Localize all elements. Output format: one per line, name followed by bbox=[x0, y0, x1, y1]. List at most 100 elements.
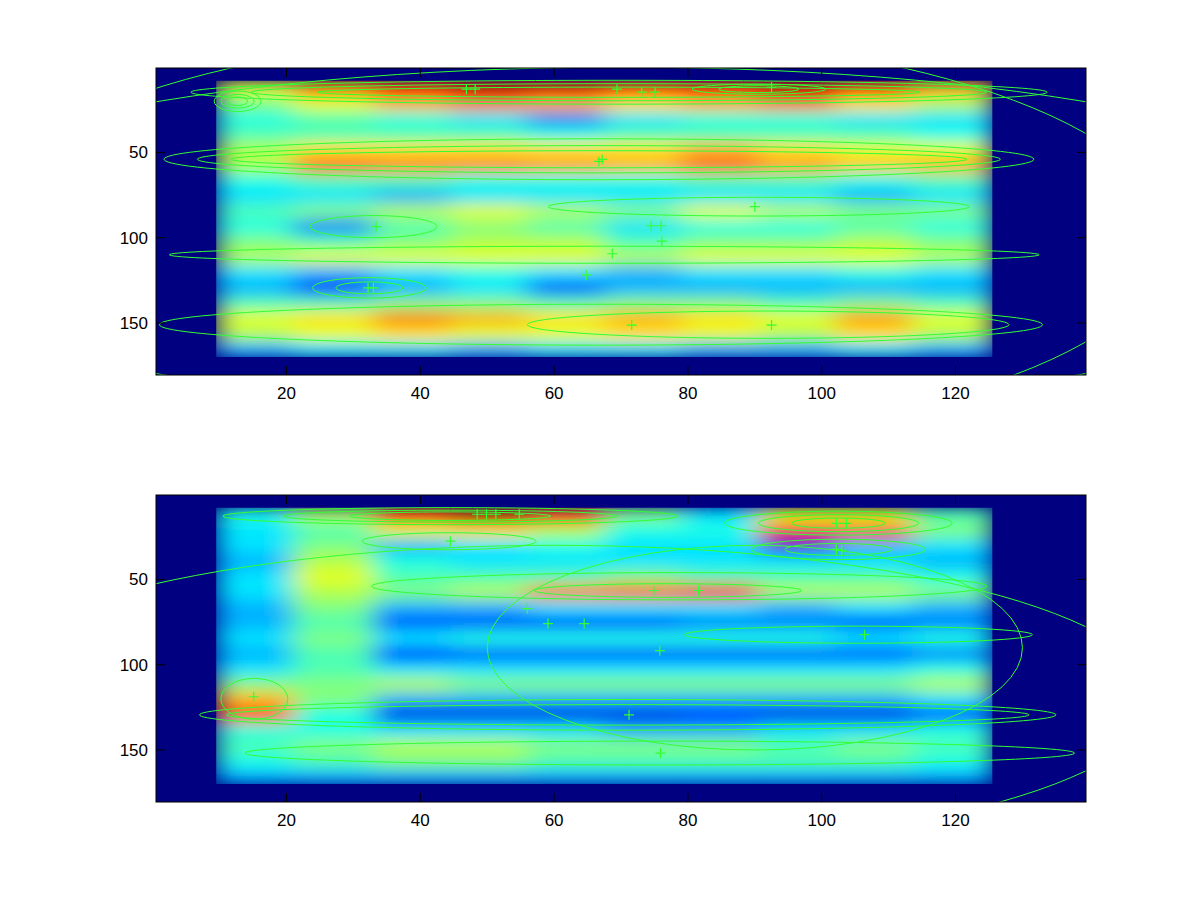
heat-cell bbox=[758, 188, 836, 204]
heat-cell bbox=[681, 646, 759, 662]
x-tick-label: 120 bbox=[941, 811, 969, 830]
heat-cell bbox=[373, 569, 451, 585]
heat-cell bbox=[450, 219, 528, 235]
heat-cell bbox=[758, 646, 836, 662]
x-tick-label: 80 bbox=[678, 811, 697, 830]
heat-cell bbox=[373, 769, 451, 784]
heat-cell bbox=[527, 204, 605, 220]
y-tick bbox=[156, 322, 165, 323]
marker bbox=[624, 710, 634, 720]
heat-cell bbox=[293, 569, 374, 585]
frame bbox=[156, 68, 1086, 375]
heat-cell bbox=[758, 142, 836, 158]
heat-cell bbox=[216, 661, 294, 677]
x-tick bbox=[687, 793, 688, 802]
heat-cell bbox=[450, 677, 528, 693]
heat-cell bbox=[373, 523, 451, 539]
heat-cell bbox=[527, 81, 605, 97]
heat-cell bbox=[527, 311, 605, 327]
heat-cell bbox=[681, 234, 759, 250]
marker bbox=[767, 82, 777, 92]
heat-cell bbox=[450, 661, 528, 677]
marker bbox=[649, 586, 659, 596]
axes-background bbox=[156, 68, 1086, 375]
heat-cell bbox=[216, 723, 294, 739]
heat-cell bbox=[527, 631, 605, 647]
heat-cell bbox=[681, 738, 759, 754]
x-tick bbox=[687, 68, 688, 77]
heat-cell bbox=[604, 600, 682, 616]
contour bbox=[313, 278, 427, 298]
heat-cell bbox=[216, 127, 294, 143]
heat-cell bbox=[527, 646, 605, 662]
heat-cell bbox=[681, 265, 759, 281]
heat-cell bbox=[527, 142, 605, 158]
heat-cell bbox=[216, 280, 294, 296]
heat-cell bbox=[293, 311, 374, 327]
heat-cell bbox=[450, 142, 528, 158]
heatmap-clip bbox=[216, 81, 992, 357]
heat-cell bbox=[912, 204, 992, 220]
marker bbox=[657, 236, 667, 246]
x-tick bbox=[554, 793, 555, 802]
heat-cell bbox=[758, 677, 836, 693]
heat-cell bbox=[681, 158, 759, 174]
x-tick bbox=[821, 495, 822, 504]
x-tick bbox=[420, 68, 421, 77]
heat-cell bbox=[527, 707, 605, 723]
contour bbox=[792, 518, 886, 528]
heat-cell bbox=[527, 265, 605, 281]
marker bbox=[249, 692, 259, 702]
contour bbox=[214, 91, 261, 111]
heat-cell bbox=[293, 769, 374, 784]
heat-cell bbox=[681, 631, 759, 647]
heat-cell bbox=[681, 600, 759, 616]
heat-cell bbox=[758, 111, 836, 127]
heat-cell bbox=[604, 342, 682, 357]
heat-cell bbox=[604, 296, 682, 312]
x-tick-label: 100 bbox=[808, 811, 836, 830]
marker bbox=[637, 87, 647, 97]
heat-cell bbox=[293, 585, 374, 601]
heat-cell bbox=[216, 219, 294, 235]
heat-cell bbox=[527, 127, 605, 143]
x-tick bbox=[955, 68, 956, 77]
heat-cell bbox=[450, 158, 528, 174]
marker bbox=[581, 270, 591, 280]
heat-cell bbox=[681, 523, 759, 539]
heat-cell bbox=[835, 646, 913, 662]
heat-cell bbox=[527, 523, 605, 539]
heat-cell bbox=[216, 677, 294, 693]
heat-cell bbox=[758, 631, 836, 647]
heat-cell bbox=[527, 661, 605, 677]
heat-cell bbox=[835, 661, 913, 677]
x-tick bbox=[687, 495, 688, 504]
contour bbox=[245, 741, 1075, 765]
heat-cell bbox=[681, 296, 759, 312]
heat-cell bbox=[527, 296, 605, 312]
y-tick-label: 150 bbox=[120, 314, 148, 333]
contour bbox=[283, 510, 618, 522]
heat-cell bbox=[835, 631, 913, 647]
x-tick bbox=[821, 366, 822, 375]
contour bbox=[719, 86, 799, 93]
contour bbox=[197, 146, 1000, 173]
contour bbox=[228, 97, 248, 106]
heat-cell bbox=[758, 769, 836, 784]
heat-cell bbox=[681, 280, 759, 296]
marker bbox=[837, 545, 847, 555]
heat-cell bbox=[450, 173, 528, 189]
x-tick bbox=[687, 366, 688, 375]
y-tick-label: 150 bbox=[120, 741, 148, 760]
heat-cell bbox=[373, 554, 451, 570]
heat-cell bbox=[373, 326, 451, 342]
heat-cell bbox=[681, 326, 759, 342]
marker bbox=[767, 320, 777, 330]
heat-cell bbox=[681, 569, 759, 585]
heat-cell bbox=[293, 204, 374, 220]
y-tick bbox=[1077, 749, 1086, 750]
contour bbox=[251, 84, 987, 101]
heat-cell bbox=[216, 631, 294, 647]
axes-frame bbox=[156, 495, 1086, 802]
heat-cell bbox=[527, 677, 605, 693]
